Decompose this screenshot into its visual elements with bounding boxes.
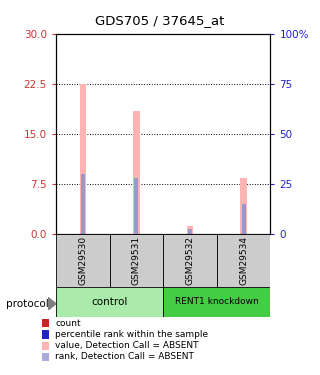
Bar xyxy=(240,177,247,234)
Text: rank, Detection Call = ABSENT: rank, Detection Call = ABSENT xyxy=(55,352,194,362)
Bar xyxy=(163,287,270,317)
Text: GSM29534: GSM29534 xyxy=(239,236,248,285)
Bar xyxy=(81,174,85,234)
Text: RENT1 knockdown: RENT1 knockdown xyxy=(175,297,259,306)
Text: GSM29532: GSM29532 xyxy=(186,236,195,285)
Text: count: count xyxy=(55,319,81,328)
Bar xyxy=(188,230,192,234)
Text: GDS705 / 37645_at: GDS705 / 37645_at xyxy=(95,14,225,27)
Bar xyxy=(163,234,217,287)
Text: protocol: protocol xyxy=(6,299,49,309)
Polygon shape xyxy=(48,297,56,310)
Text: percentile rank within the sample: percentile rank within the sample xyxy=(55,330,208,339)
Bar xyxy=(242,204,245,234)
Bar xyxy=(56,234,109,287)
Text: value, Detection Call = ABSENT: value, Detection Call = ABSENT xyxy=(55,341,198,350)
Text: GSM29531: GSM29531 xyxy=(132,236,141,285)
Text: GSM29530: GSM29530 xyxy=(78,236,87,285)
Bar xyxy=(217,234,270,287)
Bar xyxy=(133,111,140,234)
Text: control: control xyxy=(92,297,128,307)
Bar xyxy=(109,234,163,287)
Bar xyxy=(187,226,193,234)
Bar xyxy=(80,84,86,234)
Bar xyxy=(56,287,163,317)
Bar xyxy=(134,178,138,234)
